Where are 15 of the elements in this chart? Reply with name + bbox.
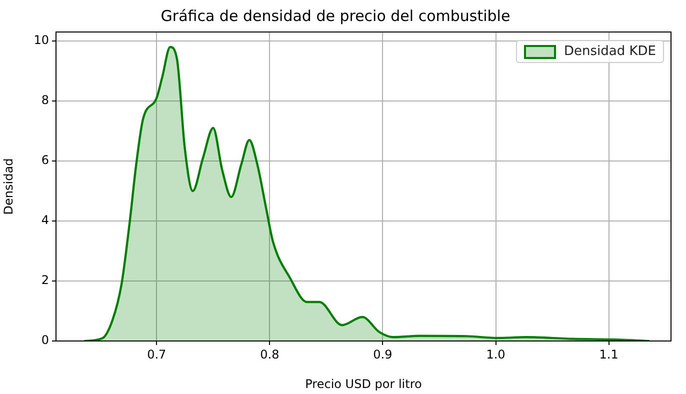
chart-title: Gráfica de densidad de precio del combustible: [160, 6, 510, 25]
x-tick-label: 0.9: [373, 347, 392, 362]
y-axis-title: Densidad: [1, 158, 16, 215]
x-tick-label: 1.0: [486, 347, 506, 362]
x-tick-label: 0.8: [260, 347, 280, 362]
y-tick-label: 2: [41, 273, 49, 288]
y-tick-label: 10: [34, 33, 49, 48]
y-tick-label: 8: [41, 93, 49, 108]
x-tick-label: 0.7: [147, 347, 166, 362]
y-tick-label: 0: [41, 333, 49, 348]
legend-label: Densidad KDE: [564, 44, 656, 59]
x-axis-title: Precio USD por litro: [305, 376, 422, 391]
x-tick-label: 1.1: [599, 347, 618, 362]
y-tick-label: 4: [41, 213, 49, 228]
y-tick-label: 6: [41, 153, 49, 168]
